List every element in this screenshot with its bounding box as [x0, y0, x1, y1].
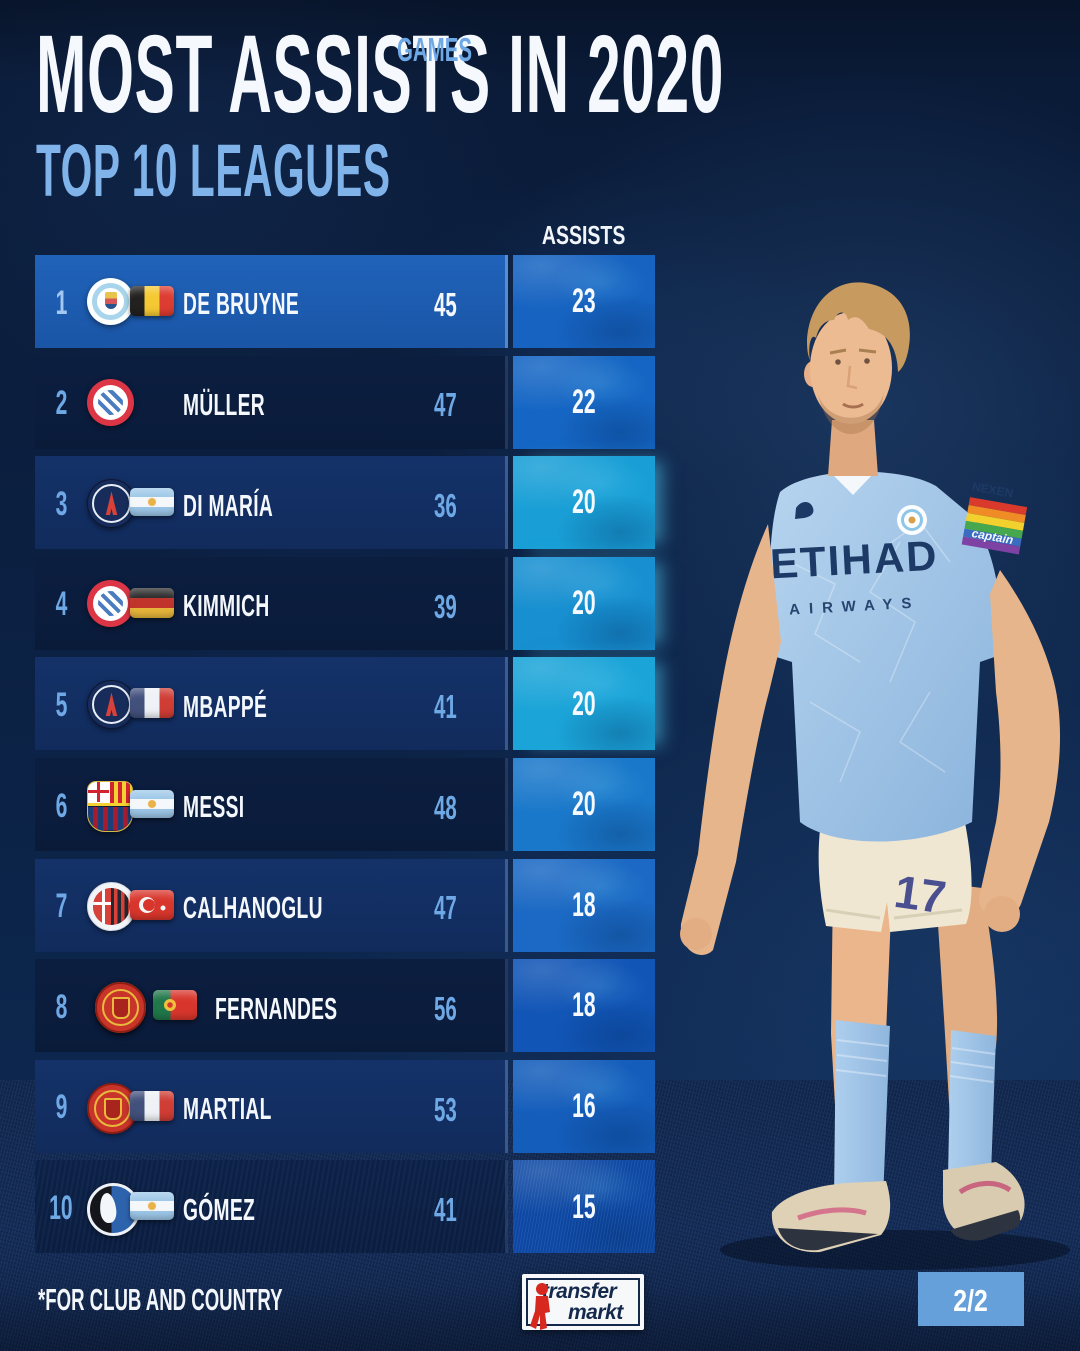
- table-row: 5 MBAPPÉ 41 20: [35, 657, 655, 751]
- brand-word-top: transfer: [542, 1280, 617, 1303]
- games-value: 39: [433, 587, 457, 625]
- club-badge: [87, 479, 136, 529]
- column-header-games: GAMES: [396, 30, 473, 68]
- assists-value: 16: [572, 1087, 596, 1126]
- page-title: MOST ASSISTS IN 2020: [36, 13, 724, 136]
- assists-value: 15: [572, 1187, 596, 1226]
- assists-table: 1 DE BRUYNE 45 23 2 MÜLLER 47 22 3 DI MA…: [35, 255, 655, 1255]
- assists-value: 23: [572, 282, 596, 321]
- country-flag-icon: [130, 1090, 174, 1121]
- club-badge: [87, 579, 134, 627]
- assists-cell: 16: [513, 1059, 655, 1153]
- player-name: DI MARÍA: [183, 487, 274, 523]
- games-value: 41: [433, 688, 457, 726]
- country-flag-icon: [130, 488, 174, 517]
- games-value: 45: [433, 285, 457, 323]
- assists-cell: 20: [513, 758, 655, 851]
- country-flag-icon: [130, 587, 174, 618]
- rank-label: 10: [49, 1188, 73, 1227]
- player-name: MÜLLER: [183, 386, 265, 422]
- player-name: MARTIAL: [183, 1091, 272, 1127]
- rank-label: 9: [55, 1088, 67, 1127]
- assists-cell: 20: [513, 456, 655, 550]
- assists-cell: 18: [513, 858, 655, 952]
- rank-label: 2: [55, 384, 67, 423]
- club-badge: [87, 881, 136, 931]
- transfermarkt-figure-icon: [530, 1283, 550, 1330]
- club-badge: [95, 982, 146, 1034]
- assists-cell: 15: [513, 1160, 655, 1254]
- assists-cell: 23: [513, 255, 655, 348]
- table-row: 2 MÜLLER 47 22: [35, 355, 655, 449]
- games-value: 48: [433, 788, 457, 826]
- club-badge: [87, 1082, 138, 1134]
- table-row: 7 CALHANOGLU 47 18: [35, 858, 655, 952]
- player-name: FERNANDES: [215, 990, 338, 1026]
- column-header-assists: ASSISTS: [542, 220, 626, 250]
- assists-cell: 18: [513, 959, 655, 1053]
- rank-label: 4: [55, 585, 67, 624]
- assists-value: 20: [572, 684, 596, 723]
- jersey-sponsor-2: AIRWAYS: [789, 595, 921, 619]
- country-flag-icon: [130, 387, 174, 417]
- transfermarkt-logo-frame: transfer markt: [526, 1278, 640, 1326]
- footnote: *FOR CLUB AND COUNTRY: [38, 1282, 283, 1317]
- club-badge: [87, 781, 133, 832]
- country-flag-icon: [130, 889, 174, 920]
- player-name: DE BRUYNE: [183, 286, 299, 322]
- player-name: MBAPPÉ: [183, 688, 268, 724]
- assists-cell: 20: [513, 657, 655, 751]
- assists-value: 20: [572, 584, 596, 623]
- country-flag-icon: [130, 790, 174, 818]
- country-flag-icon: [130, 688, 174, 719]
- rank-label: 7: [55, 887, 67, 926]
- country-flag-icon: [130, 1192, 174, 1221]
- club-badge: [87, 278, 134, 325]
- rank-label: 3: [55, 484, 67, 523]
- player-name: CALHANOGLU: [183, 889, 323, 925]
- table-row: 6 MESSI 48 20: [35, 758, 655, 851]
- table-row: 3 DI MARÍA 36 20: [35, 456, 655, 550]
- shorts-number: 17: [891, 865, 949, 924]
- assists-cell: 22: [513, 355, 655, 449]
- page-indicator: 2/2: [918, 1272, 1024, 1326]
- games-value: 47: [433, 386, 457, 424]
- assists-value: 18: [572, 885, 596, 924]
- assists-value: 20: [572, 785, 596, 824]
- games-value: 56: [433, 989, 457, 1027]
- table-row: 9 MARTIAL 53 16: [35, 1059, 655, 1153]
- table-row: 10 GÓMEZ 41 15: [35, 1160, 655, 1254]
- transfermarkt-logo: transfer markt: [522, 1274, 644, 1330]
- sleeve-sponsor: NEXEN: [971, 480, 1014, 501]
- rank-label: 8: [55, 987, 67, 1026]
- assists-value: 20: [572, 483, 596, 522]
- player-photo: 17 ETIHAD AIRWAYS: [680, 282, 1070, 1270]
- rank-label: 5: [55, 685, 67, 724]
- table-row: 4 KIMMICH 39 20: [35, 556, 655, 650]
- rank-label: 6: [55, 786, 67, 825]
- assists-cell: 20: [513, 556, 655, 650]
- club-badge: [87, 680, 136, 730]
- assists-value: 18: [572, 986, 596, 1025]
- jersey-sponsor: ETIHAD: [769, 532, 940, 588]
- assists-value: 22: [572, 382, 596, 421]
- games-value: 41: [433, 1191, 457, 1229]
- games-value: 36: [433, 486, 457, 524]
- games-value: 53: [433, 1090, 457, 1128]
- country-flag-icon: [130, 286, 174, 316]
- player-name: KIMMICH: [183, 588, 270, 624]
- games-value: 47: [433, 889, 457, 927]
- page-subtitle: TOP 10 LEAGUES: [36, 129, 391, 212]
- club-badge: [87, 378, 134, 426]
- table-row: 8 FERNANDES 56 18: [35, 959, 655, 1053]
- table-row: 1 DE BRUYNE 45 23: [35, 255, 655, 348]
- rank-label: 1: [55, 283, 67, 322]
- player-name: MESSI: [183, 789, 245, 825]
- country-flag-icon: [153, 990, 197, 1021]
- brand-word-bottom: markt: [568, 1301, 623, 1324]
- player-name: GÓMEZ: [183, 1191, 256, 1227]
